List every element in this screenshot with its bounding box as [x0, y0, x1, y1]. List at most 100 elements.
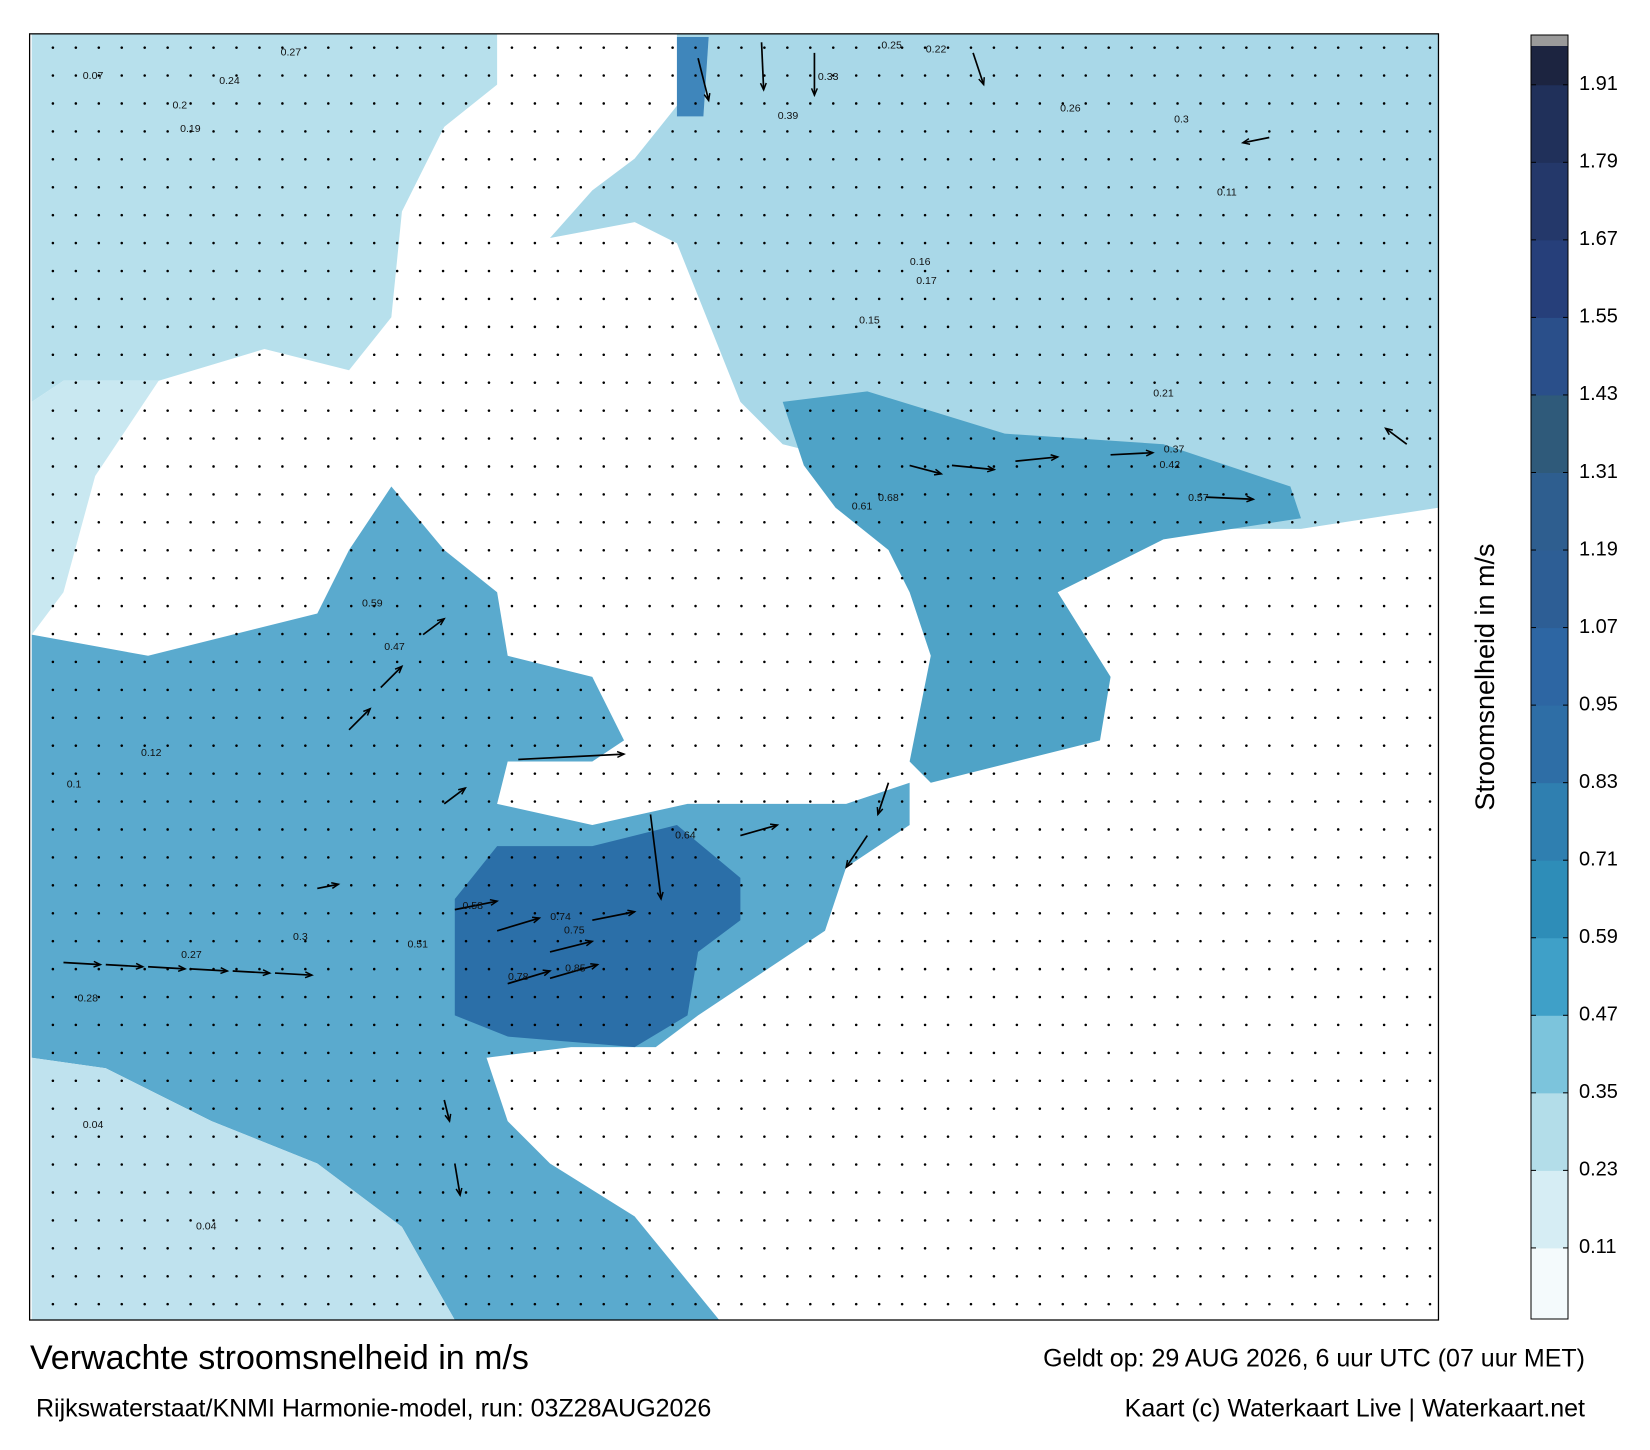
grid-dot [1061, 604, 1065, 608]
grid-dot [831, 409, 835, 412]
grid-dot [464, 493, 468, 496]
grid-dot [418, 576, 422, 580]
grid-dot [946, 1079, 950, 1083]
grid-dot [694, 548, 697, 552]
grid-dot [212, 576, 215, 580]
grid-dot [946, 688, 950, 692]
grid-dot [854, 1135, 858, 1138]
grid-dot [1245, 1135, 1248, 1138]
grid-dot [533, 1274, 537, 1278]
grid-dot [717, 744, 720, 747]
speed-label: 0.39 [778, 110, 799, 122]
grid-dot [212, 297, 215, 301]
grid-dot [1153, 493, 1156, 496]
speed-label: 0.26 [1060, 103, 1081, 115]
grid-dot [1222, 744, 1225, 747]
grid-dot [1038, 102, 1042, 105]
grid-dot [1405, 1079, 1409, 1083]
grid-dot [74, 716, 78, 720]
grid-dot [831, 1023, 835, 1027]
grid-dot [281, 297, 284, 301]
grid-dot [327, 325, 330, 329]
grid-dot [946, 1135, 950, 1138]
grid-dot [1015, 911, 1019, 915]
grid-dot [1359, 1302, 1363, 1306]
grid-dot [1359, 856, 1363, 859]
grid-dot [579, 130, 583, 133]
grid-dot [1291, 130, 1294, 133]
grid-dot [671, 130, 674, 133]
grid-dot [1015, 158, 1019, 161]
grid-dot [831, 911, 835, 915]
grid-dot [1268, 409, 1271, 412]
grid-dot [1015, 185, 1019, 189]
grid-dot [1428, 297, 1432, 301]
grid-dot [327, 269, 330, 273]
speed-label: 0.58 [463, 900, 484, 912]
arrow-head [455, 1187, 463, 1198]
arrow-head [627, 909, 637, 917]
grid-dot [441, 800, 445, 803]
grid-dot [97, 213, 101, 217]
grid-dot [143, 325, 146, 329]
grid-dot [923, 185, 927, 189]
grid-dot [648, 688, 651, 692]
grid-dot [556, 688, 560, 692]
grid-dot [510, 213, 514, 217]
grid-dot [1359, 967, 1363, 971]
grid-dot [1084, 437, 1087, 440]
grid-dot [1176, 1079, 1179, 1083]
grid-dot [1359, 521, 1363, 524]
grid-dot [923, 213, 927, 217]
grid-dot [189, 353, 192, 357]
grid-dot [900, 1274, 904, 1278]
grid-dot [143, 465, 146, 468]
grid-dot [1061, 381, 1065, 384]
colorbar-label: Stroomsnelheid in m/s [1470, 543, 1500, 810]
grid-dot [1130, 688, 1133, 692]
grid-dot [831, 1107, 835, 1110]
grid-dot [579, 1247, 583, 1250]
grid-dot [900, 688, 904, 692]
grid-dot [877, 465, 881, 468]
grid-dot [372, 493, 376, 496]
grid-dot [809, 716, 812, 720]
grid-dot [717, 884, 720, 887]
grid-dot [372, 353, 376, 357]
grid-dot [1313, 1191, 1317, 1194]
grid-dot [235, 828, 238, 831]
grid-dot [602, 381, 606, 384]
grid-dot [740, 158, 743, 161]
grid-dot [487, 1191, 491, 1194]
grid-dot [854, 939, 858, 943]
grid-dot [327, 939, 330, 943]
grid-dot [1084, 1135, 1087, 1138]
grid-dot [281, 213, 284, 217]
grid-dot [969, 409, 973, 412]
grid-dot [1061, 493, 1065, 496]
grid-dot [1038, 1079, 1042, 1083]
grid-dot [877, 744, 881, 747]
grid-dot [372, 856, 376, 859]
grid-dot [786, 102, 789, 105]
grid-dot [1428, 521, 1432, 524]
grid-dot [258, 632, 261, 636]
grid-dot [923, 828, 927, 831]
arrow-head [656, 891, 664, 901]
grid-dot [992, 1191, 996, 1194]
grid-dot [809, 548, 812, 552]
grid-dot [786, 1135, 789, 1138]
speed-label: 0.1 [67, 779, 82, 791]
grid-dot [258, 828, 261, 831]
grid-dot [235, 1247, 238, 1250]
grid-dot [786, 353, 789, 357]
grid-dot [143, 660, 146, 664]
grid-dot [1199, 74, 1202, 77]
flow-arrow [1385, 427, 1408, 445]
grid-dot [1245, 185, 1248, 189]
grid-dot [304, 493, 307, 496]
colorbar-tick-label: 1.43 [1579, 383, 1618, 405]
grid-dot [395, 269, 399, 273]
grid-dot [992, 660, 996, 664]
grid-dot [1405, 939, 1409, 943]
